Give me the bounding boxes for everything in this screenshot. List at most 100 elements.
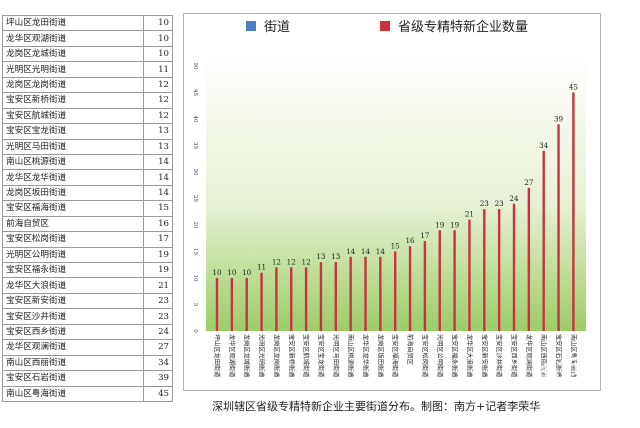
x-tick-label: 宝安区新安街道 xyxy=(480,334,488,377)
table-cell-district: 龙岗区坂田街道 xyxy=(2,184,144,202)
bar xyxy=(497,209,501,331)
bar-value-label: 34 xyxy=(539,141,549,150)
bar xyxy=(334,262,337,331)
table-row: 龙华区龙华街道 14 xyxy=(2,169,173,186)
table-cell-district: 宝安区沙井街道 xyxy=(2,308,144,325)
table-cell-value: 16 xyxy=(143,215,173,233)
table-row: 光明区马田街道 13 xyxy=(2,138,173,155)
bar-value-label: 17 xyxy=(420,231,430,240)
table-row: 坪山区龙田街道 10 xyxy=(2,14,173,32)
table-cell-value: 23 xyxy=(143,308,173,325)
table-cell-value: 11 xyxy=(143,61,173,78)
x-tick-label: 宝安区新桥街道 xyxy=(287,334,295,377)
y-tick-label: 15 xyxy=(192,248,198,255)
bar-value-label: 23 xyxy=(480,199,490,208)
legend-swatch-district xyxy=(246,21,256,31)
value-labels: 10 10 10 11 12 12 12 13 13 14 14 14 15 16 17 19 19 21 23 23… xyxy=(212,83,578,278)
caption: 深圳辖区省级专精特新企业主要街道分布。制图：南方+记者李荣华 xyxy=(212,400,541,413)
table-cell-district: 宝安区石岩街道 xyxy=(2,370,144,387)
table-cell-value: 27 xyxy=(143,339,173,356)
bar xyxy=(215,278,219,331)
table-cell-district: 南山区粤海街道 xyxy=(2,385,144,402)
x-axis-labels: 坪山区龙田街道 龙华区观湖街道 龙岗区龙城街道 光明区光明街道 龙岗区龙岗街道 宝安区新桥… xyxy=(213,334,577,377)
table-cell-value: 14 xyxy=(143,153,173,171)
table-cell-district: 宝安区新桥街道 xyxy=(2,92,144,109)
bar-value-label: 12 xyxy=(287,257,296,266)
y-tick-label: 35 xyxy=(192,142,198,149)
table-cell-district: 宝安区新安街道 xyxy=(2,292,144,310)
table-cell-district: 宝安区宝龙街道 xyxy=(2,123,144,140)
bar-value-label: 14 xyxy=(361,247,371,256)
table-row: 宝安区松岗街道 17 xyxy=(2,231,173,248)
bar xyxy=(275,267,278,331)
bar xyxy=(572,92,575,331)
x-tick-label: 龙岗区龙岗街道 xyxy=(272,334,280,377)
bar-value-label: 14 xyxy=(376,247,386,256)
legend: 街道 省级专精特新企业数量 xyxy=(246,19,528,35)
table-cell-district: 龙华区观澜街道 xyxy=(2,339,144,356)
x-tick-label: 宝安区宝龙街道 xyxy=(317,334,325,377)
bar xyxy=(542,150,545,331)
y-tick-label: 5 xyxy=(192,303,198,307)
bar-value-label: 13 xyxy=(331,252,341,261)
table-row: 宝安区新安街道 23 xyxy=(2,292,173,310)
table-row: 龙华区观澜街道 27 xyxy=(2,339,173,356)
legend-label-count: 省级专精特新企业数量 xyxy=(398,19,528,35)
data-table: 坪山区龙田街道 10 龙华区观湖街道 10 龙岗区龙城街道 10 光明区光明街道 11 龙岗区龙… xyxy=(2,14,173,402)
y-tick-label: 30 xyxy=(192,169,198,176)
bar-value-label: 21 xyxy=(465,210,474,219)
table-cell-district: 龙华区观湖街道 xyxy=(2,30,144,47)
table-row: 宝安区新桥街道 12 xyxy=(2,92,173,109)
x-tick-label: 龙华区龙华街道 xyxy=(362,334,370,377)
table-row: 光明区光明街道 11 xyxy=(2,61,173,78)
bar-value-label: 11 xyxy=(257,263,266,272)
table-row: 前海自贸区 16 xyxy=(2,215,173,233)
x-tick-label: 龙华区大浪街道 xyxy=(465,334,473,377)
table-row: 龙华区观湖街道 10 xyxy=(2,30,173,47)
x-tick-label: 龙华区观湖街道 xyxy=(228,334,236,377)
x-tick-label: 宝安区福永街道 xyxy=(451,334,459,377)
table-cell-value: 12 xyxy=(143,76,173,94)
bar-value-label: 12 xyxy=(272,257,281,266)
table-cell-district: 宝安区福海街道 xyxy=(2,200,144,217)
table-cell-value: 39 xyxy=(143,370,173,387)
table-row: 龙华区大浪街道 21 xyxy=(2,277,173,294)
bar-value-label: 23 xyxy=(495,199,505,208)
table-cell-district: 光明区马田街道 xyxy=(2,138,144,155)
table-row: 宝安区石岩街道 39 xyxy=(2,370,173,387)
table-cell-district: 龙华区大浪街道 xyxy=(2,277,144,294)
bars xyxy=(215,92,575,331)
bar xyxy=(423,240,427,331)
table-cell-value: 14 xyxy=(143,184,173,202)
table-row: 南山区桃源街道 14 xyxy=(2,153,173,171)
table-cell-value: 14 xyxy=(143,169,173,186)
x-tick-label: 龙岗区坂田街道 xyxy=(376,334,384,377)
table-cell-district: 南山区西丽街道 xyxy=(2,354,144,372)
x-tick-label: 龙华区观澜街道 xyxy=(525,334,533,377)
bar-value-label: 19 xyxy=(435,220,445,229)
x-tick-label: 南山区西丽街道 xyxy=(540,334,548,377)
bar xyxy=(468,219,471,331)
x-tick-label: 宝安区福海街道 xyxy=(391,334,399,377)
table-cell-value: 12 xyxy=(143,92,173,109)
table-row: 龙岗区坂田街道 14 xyxy=(2,184,173,202)
x-tick-label: 宝安区松岗街道 xyxy=(421,334,429,377)
bar-value-label: 19 xyxy=(450,220,460,229)
table-cell-district: 光明区公明街道 xyxy=(2,246,144,264)
bar-value-label: 10 xyxy=(227,268,237,277)
x-tick-label: 龙岗区龙城街道 xyxy=(243,334,251,377)
bar xyxy=(512,203,516,331)
y-tick-label: 45 xyxy=(192,89,198,96)
table-cell-value: 45 xyxy=(143,385,173,402)
table-cell-district: 龙华区龙华街道 xyxy=(2,169,144,186)
table-cell-value: 19 xyxy=(143,261,173,279)
bar-value-label: 16 xyxy=(405,236,415,245)
table-cell-district: 龙岗区龙岗街道 xyxy=(2,76,144,94)
table-cell-district: 南山区桃源街道 xyxy=(2,153,144,171)
bar xyxy=(304,267,308,331)
legend-label-district: 街道 xyxy=(264,20,290,35)
x-tick-label: 光明区光明街道 xyxy=(258,334,266,377)
y-tick-label: 25 xyxy=(192,195,198,202)
legend-swatch-count xyxy=(380,21,390,31)
